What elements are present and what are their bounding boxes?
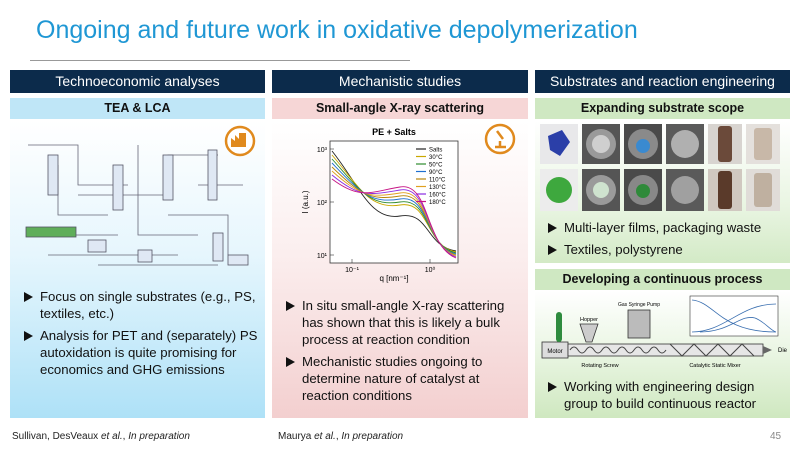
column-header: Substrates and reaction engineering [535,70,790,93]
static-mixer [669,343,755,357]
subheader: Developing a continuous process [535,269,790,290]
legend-label: 30°C [429,155,443,161]
y-tick-label: 10² [317,200,328,207]
subheader: Expanding substrate scope [535,98,790,119]
legend-label: 50°C [429,163,443,169]
legend-label: 180°C [429,200,446,206]
icon-factory [231,133,246,147]
citation-text: , [335,431,342,442]
bullet-list: In situ small-angle X-ray scattering has… [284,297,524,409]
legend-label: Salts [429,148,442,154]
saxs-figure: PE + Salts I (a.u.) q [nm⁻¹] 10³ 10² 10¹ 10… [301,123,516,283]
process-flow-diagram [25,125,256,266]
diagram-label: Die [778,348,788,354]
die-shape [763,346,772,354]
citation-text: Sullivan, DesVeaux [12,431,101,442]
y-tick-label: 10³ [317,147,328,154]
legend-label: 130°C [429,185,446,191]
citation-text: et al. [314,431,336,442]
diagram-units [25,149,249,266]
bullet: Mechanistic studies ongoing to determine… [284,353,524,404]
page-number: 45 [770,431,782,442]
y-tick-label: 10¹ [317,253,328,260]
citation-text: et al. [100,431,123,442]
y-axis-label: I (a.u.) [301,190,310,213]
bullet-list: Focus on single substrates (e.g., PS, te… [22,288,262,383]
substrate-photos [540,124,780,211]
extruder-diagram: Motor Die Hopper Gas Syringe Pump Rotati… [541,295,788,369]
diagram-label: Catalytic Static Mixer [689,363,741,369]
bullet: Working with engineering design group to… [546,378,786,412]
slide-title: Ongoing and future work in oxidative dep… [36,16,638,44]
citation: Sullivan, DesVeaux et al., In preparatio… [12,431,190,442]
title-rule [30,60,410,61]
gas-cylinder [556,312,562,342]
inset-curves [691,299,777,333]
bullet-list: Multi-layer films, packaging waste Texti… [546,219,786,263]
diagram-label: Rotating Screw [581,363,618,369]
subheader: Small-angle X-ray scattering [272,98,528,119]
screw [569,346,667,354]
citation-text: Maurya [278,431,315,442]
column-header: Technoeconomic analyses [10,70,265,93]
photo-row [540,124,780,164]
column-header: Mechanistic studies [272,70,528,93]
legend-label: 110°C [429,178,446,184]
citation-text: , [122,431,129,442]
x-tick-label: 10⁰ [425,266,436,274]
bullet: Multi-layer films, packaging waste [546,219,786,236]
bullet: Textiles, polystyrene [546,241,786,258]
hopper-shape [579,323,599,343]
scattering-curve [331,178,457,259]
bullet-list: Working with engineering design group to… [546,378,786,417]
figure-title: PE + Salts [372,127,416,137]
x-axis-label: q [nm⁻¹] [379,274,408,283]
bullet: Focus on single substrates (e.g., PS, te… [22,288,262,322]
diagram-label: Hopper [580,317,598,323]
icon [484,123,516,155]
subheader: TEA & LCA [10,98,265,119]
legend-label: 160°C [429,193,446,199]
icon-microscope [495,130,506,149]
citation-text: In preparation [341,431,404,442]
legend-label: 90°C [429,170,443,176]
pump-shape [627,309,651,339]
photo-row [540,169,780,211]
bullet: Analysis for PET and (separately) PS aut… [22,327,262,378]
x-tick-label: 10⁻¹ [345,267,359,274]
diagram-label: Gas Syringe Pump [618,302,660,308]
citation-text: In preparation [128,431,190,442]
inset-plot [689,295,779,337]
plot-frame [329,140,459,264]
diagram-label: Motor [547,349,562,355]
citation: Maurya et al., In preparation [278,431,403,442]
bullet: In situ small-angle X-ray scattering has… [284,297,524,348]
